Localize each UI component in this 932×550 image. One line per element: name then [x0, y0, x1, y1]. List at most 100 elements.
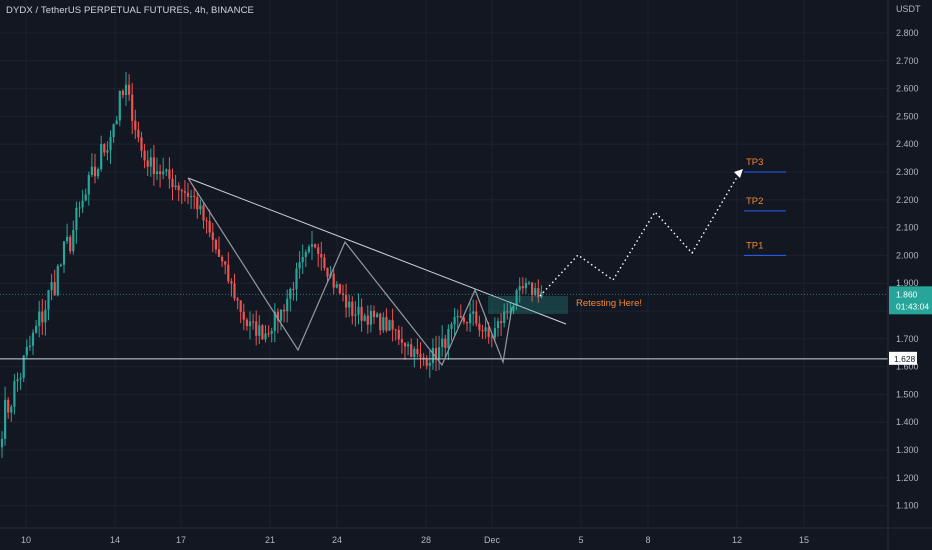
candle-body: [366, 315, 369, 325]
candle-body: [469, 313, 472, 324]
candle-body: [540, 291, 543, 298]
candle-body: [438, 347, 441, 360]
candle-body: [221, 256, 224, 262]
x-tick-label: 28: [421, 535, 431, 545]
candle-body: [484, 327, 487, 332]
candle-body: [66, 236, 69, 242]
retest-zone: [488, 296, 568, 314]
candle-body: [236, 298, 239, 301]
candle-body: [493, 328, 496, 338]
candle-body: [47, 290, 50, 310]
x-tick-label: 21: [265, 535, 275, 545]
candle-body: [53, 282, 56, 296]
candle-body: [100, 144, 103, 170]
candle-body: [323, 257, 326, 268]
candle-body: [503, 311, 506, 323]
y-tick-label: 1.100: [896, 501, 919, 511]
y-tick-label: 2.600: [896, 84, 919, 94]
candle-body: [490, 336, 493, 338]
current-price-value: 1.860: [896, 289, 918, 299]
candle-body: [518, 286, 521, 291]
candle-body: [286, 298, 289, 312]
y-tick-label: 2.100: [896, 223, 919, 233]
candle-body: [276, 311, 279, 321]
candle-body: [382, 317, 385, 331]
candle-body: [434, 347, 438, 360]
y-tick-label: 2.200: [896, 195, 919, 205]
candle-body: [0, 438, 4, 448]
candle-body: [527, 282, 531, 284]
candle-body: [459, 315, 462, 318]
candle-body: [345, 295, 348, 308]
candle-body: [59, 264, 62, 266]
price-countdown: 01:43:04: [896, 301, 929, 311]
chart-drawings: Retesting Here! TP1 TP2 TP3: [0, 157, 888, 367]
candle-body: [13, 381, 16, 407]
candle-body: [335, 284, 338, 288]
candle-body: [456, 315, 459, 318]
candle-body: [487, 327, 490, 337]
y-tick-label: 2.400: [896, 139, 919, 149]
candle-body: [416, 348, 419, 355]
candle-body: [128, 84, 131, 95]
candle-body: [388, 320, 391, 331]
candle-body: [109, 137, 112, 151]
candle-body: [155, 171, 159, 175]
target-label-tp3: TP3: [746, 157, 763, 168]
y-tick-label: 1.700: [896, 334, 919, 344]
x-tick-label: 14: [110, 535, 120, 545]
x-tick-label: 17: [176, 535, 186, 545]
x-tick-label: 8: [645, 535, 650, 545]
candle-body: [478, 323, 481, 331]
candle-body: [211, 232, 214, 240]
candle-body: [230, 281, 233, 284]
candle-body: [394, 329, 397, 331]
candle-body: [509, 311, 512, 313]
candle-body: [500, 321, 503, 323]
candle-body: [159, 171, 162, 175]
candle-body: [252, 321, 255, 323]
candle-body: [143, 150, 146, 161]
candle-body: [22, 355, 25, 378]
candle-body: [425, 359, 428, 366]
candlestick-series: [0, 71, 543, 458]
candle-body: [357, 306, 360, 315]
candle-body: [84, 194, 87, 201]
candle-body: [289, 288, 292, 299]
candle-body: [248, 321, 252, 327]
candle-body: [118, 90, 121, 121]
candle-body: [10, 406, 13, 413]
candle-body: [413, 348, 416, 357]
candle-body: [208, 221, 211, 233]
candle-body: [295, 268, 298, 290]
candle-body: [326, 267, 329, 277]
candle-body: [19, 377, 22, 380]
candle-body: [385, 317, 388, 331]
candle-body: [264, 333, 267, 340]
candle-body: [137, 129, 140, 138]
currency-label: USDT: [896, 4, 921, 14]
candle-body: [62, 241, 66, 265]
candle-body: [431, 347, 434, 363]
support-price-value: 1.628: [894, 354, 916, 364]
candle-body: [25, 346, 28, 356]
candle-body: [267, 333, 270, 335]
candle-body: [283, 309, 286, 312]
candle-body: [81, 200, 84, 208]
candle-body: [183, 191, 186, 193]
target-label-tp1: TP1: [746, 240, 763, 251]
candle-body: [56, 265, 59, 296]
grid-lines: [0, 0, 888, 528]
y-tick-label: 1.500: [896, 389, 919, 399]
y-tick-label: 1.200: [896, 473, 919, 483]
y-tick-label: 2.700: [896, 56, 919, 66]
candle-body: [72, 229, 75, 252]
candle-body: [4, 399, 7, 439]
candle-body: [165, 169, 168, 172]
y-tick-label: 2.500: [896, 111, 919, 121]
candle-body: [131, 94, 134, 121]
candle-body: [369, 310, 372, 325]
candle-body: [363, 315, 366, 321]
